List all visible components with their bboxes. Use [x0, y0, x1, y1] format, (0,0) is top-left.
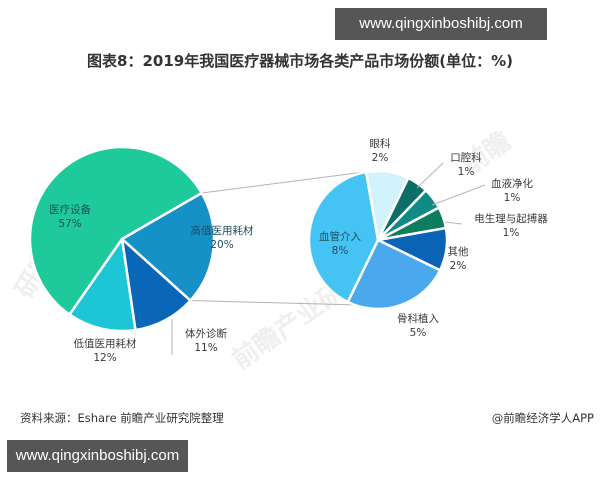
- slice-label-name: 高值医用耗材: [191, 224, 254, 237]
- source-note: 资料来源：Eshare 前瞻产业研究院整理: [20, 411, 224, 425]
- slice-label-value: 1%: [504, 192, 521, 204]
- slice-labels: 医疗设备 57% 高值医用耗材 20% 体外诊断 11% 低值医用耗材 12% 眼科 2% 口腔科 1…: [49, 137, 548, 364]
- slice-label-name: 骨科植入: [397, 312, 439, 325]
- watermark-banner-bottom: www.qingxinboshibj.com: [7, 440, 188, 472]
- slice-label-value: 2%: [372, 152, 389, 164]
- slice-label-name: 低值医用耗材: [74, 337, 137, 350]
- pie-slice-3: [28, 145, 204, 317]
- slice-label-name: 医疗设备: [49, 203, 91, 216]
- slice-label-value: 1%: [503, 227, 520, 239]
- slice-label-name: 血液净化: [491, 177, 533, 190]
- sub-pie: [307, 169, 449, 311]
- leader-line: [431, 184, 486, 206]
- main-pie: [28, 145, 216, 333]
- credit-note: @前瞻经济学人APP: [491, 411, 594, 425]
- slice-label-value: 8%: [332, 245, 349, 257]
- leader-line: [190, 300, 359, 306]
- slice-label-name: 其他: [448, 245, 469, 258]
- slice-label-name: 眼科: [370, 137, 391, 150]
- leader-line: [201, 170, 373, 194]
- connector-lines: [190, 170, 373, 306]
- watermark-banner-top: www.qingxinboshibj.com: [335, 8, 547, 40]
- leader-line: [444, 221, 463, 225]
- slice-label-value: 1%: [458, 166, 475, 178]
- slice-label-name: 口腔科: [450, 151, 482, 164]
- leader-line: [416, 162, 444, 189]
- slice-label-name: 电生理与起搏器: [474, 212, 548, 225]
- slice-label-value: 11%: [194, 342, 217, 354]
- pie-slice-0: [119, 191, 216, 303]
- pie-slice-2: [67, 235, 137, 333]
- slice-label-value: 57%: [58, 218, 81, 230]
- slice-label-name: 血管介入: [319, 230, 361, 243]
- pie-slice-6: [307, 170, 380, 304]
- slice-label-value: 12%: [93, 352, 116, 364]
- slice-label-value: 5%: [410, 327, 427, 339]
- slice-label-name: 体外诊断: [185, 327, 227, 340]
- chart-title: 图表8：2019年我国医疗器械市场各类产品市场份额(单位：%): [87, 52, 513, 70]
- slice-label-value: 2%: [450, 260, 467, 272]
- slice-label-value: 20%: [210, 239, 233, 251]
